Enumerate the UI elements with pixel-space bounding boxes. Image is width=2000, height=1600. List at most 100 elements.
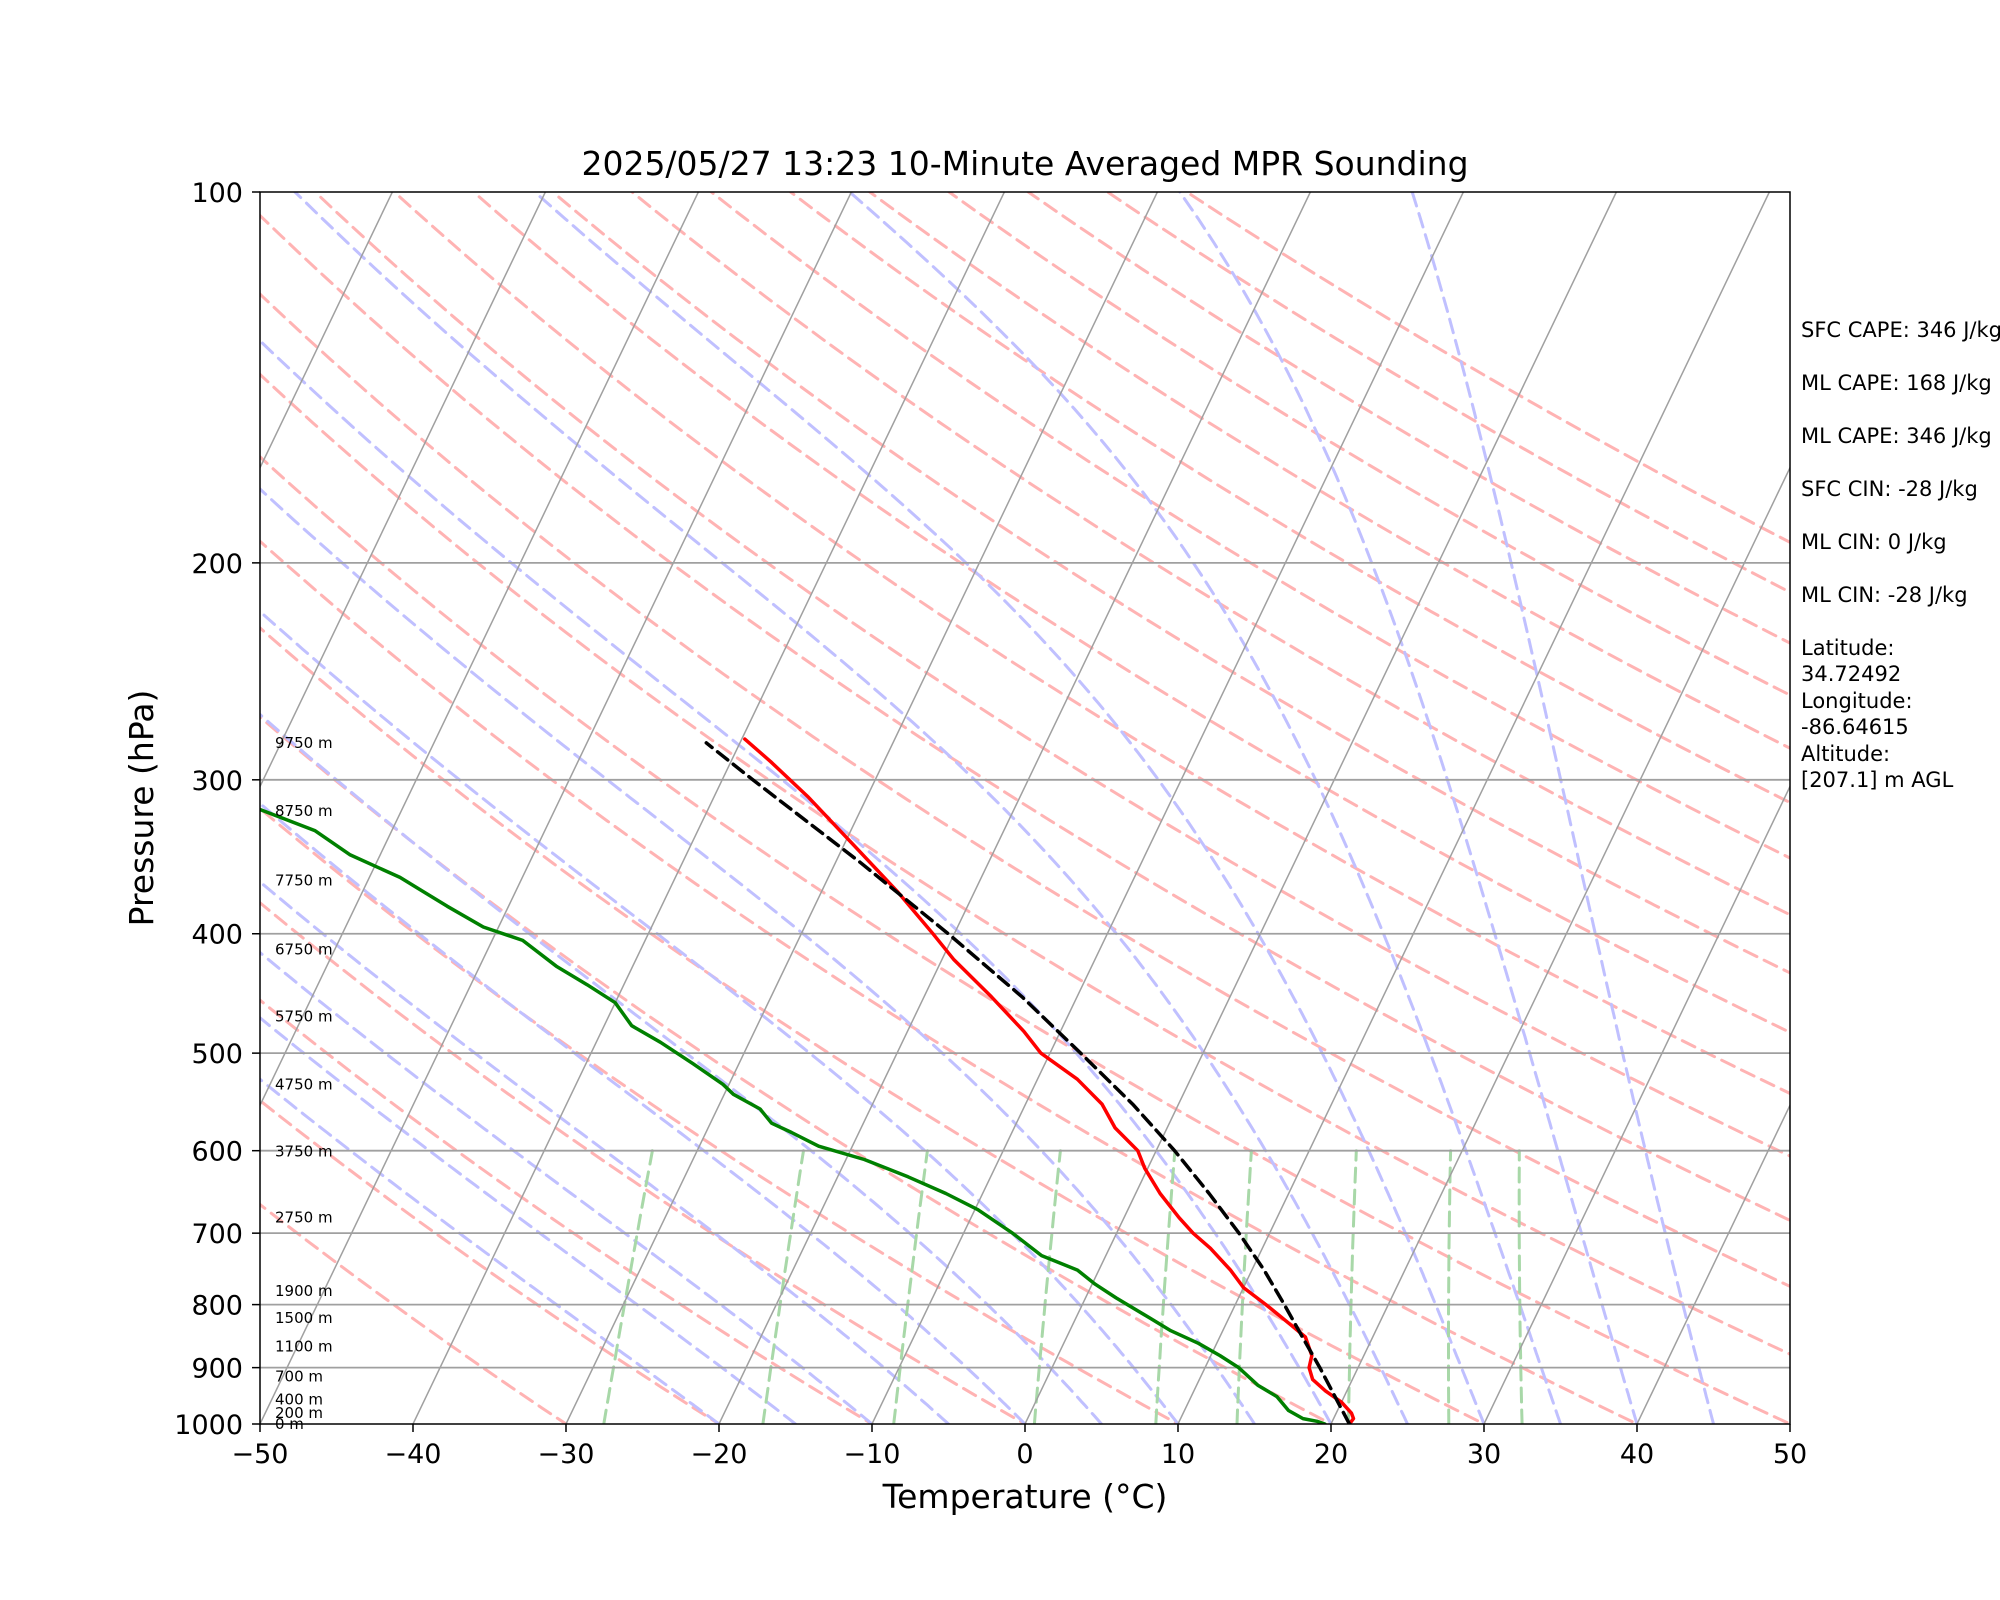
moist-adiabat — [293, 192, 1409, 1424]
parcel-trace — [704, 741, 1352, 1424]
sounding-traces — [260, 737, 1356, 1424]
height-label: 1100 m — [275, 1337, 333, 1355]
y-tick-label: 1000 — [174, 1410, 243, 1441]
y-tick-label: 700 — [191, 1219, 243, 1250]
x-tick-label: 10 — [1161, 1439, 1195, 1470]
y-tick-label: 800 — [191, 1291, 243, 1322]
x-tick-label: −20 — [691, 1439, 748, 1470]
height-label: 9750 m — [275, 734, 333, 752]
x-tick-label: −30 — [538, 1439, 595, 1470]
moist-adiabat — [260, 801, 1027, 1424]
height-labels: 9750 m 8750 m 7750 m 6750 m 5750 m 4750 m 3750… — [275, 734, 333, 1433]
dry-adiabat — [260, 292, 1790, 1289]
background-lines — [260, 192, 1790, 1424]
height-label: 5750 m — [275, 1008, 333, 1026]
parameter-annotation: SFC CAPE: 346 J/kg — [1801, 318, 2000, 342]
moist-adiabat — [260, 1077, 721, 1424]
x-axis-label: Temperature (°C) — [882, 1477, 1168, 1516]
parameter-annotation: -86.64615 — [1801, 715, 1909, 739]
sounding-parameters: SFC CAPE: 346 J/kg ML CAPE: 168 J/kg ML CA… — [1801, 318, 2000, 792]
mixing-ratio-line — [1032, 1149, 1062, 1424]
dewpoint-trace — [260, 807, 1327, 1424]
height-label: 1500 m — [275, 1309, 333, 1327]
dry-adiabat — [260, 539, 1641, 1424]
x-tick-label: 30 — [1467, 1439, 1501, 1470]
height-label: 8750 m — [275, 802, 333, 820]
y-tick-label: 900 — [191, 1354, 243, 1385]
moist-adiabat — [260, 338, 1333, 1424]
x-tick-label: 40 — [1620, 1439, 1654, 1470]
y-tick-label: 400 — [191, 920, 243, 951]
dry-adiabat — [868, 192, 1790, 750]
x-tick-label: 0 — [1016, 1439, 1033, 1470]
mixing-ratio-line — [1154, 1149, 1177, 1424]
temperature-trace — [743, 737, 1356, 1424]
x-tick-label: −10 — [844, 1439, 901, 1470]
dry-adiabat — [472, 192, 1790, 1035]
moist-adiabat — [260, 950, 874, 1424]
dry-adiabat — [260, 213, 1790, 1223]
height-label: 700 m — [275, 1367, 323, 1385]
x-tick-label: 50 — [1773, 1439, 1807, 1470]
isotherm-line — [1024, 192, 1618, 1424]
parameter-annotation: [207.1] m AGL — [1801, 768, 1954, 792]
isotherm-line — [1483, 784, 1790, 1424]
dry-adiabat — [260, 1202, 569, 1424]
parameter-annotation: 34.72492 — [1801, 662, 1901, 686]
y-tick-label: 200 — [191, 549, 243, 580]
parameter-annotation: Latitude: — [1801, 636, 1895, 660]
dry-adiabat — [551, 192, 1790, 975]
y-tick-label: 600 — [191, 1137, 243, 1168]
x-axis: −50 −40 −30 −20 −10 0 10 20 30 40 50 — [232, 1424, 1807, 1470]
y-tick-label: 300 — [191, 766, 243, 797]
y-axis-label: Pressure (hPa) — [122, 690, 161, 927]
mixing-ratio-line — [602, 1149, 654, 1424]
x-tick-label: −40 — [385, 1439, 442, 1470]
isotherm-line — [260, 192, 547, 789]
mixing-ratio-line — [892, 1149, 929, 1424]
moist-adiabat — [1178, 192, 1639, 1424]
mixing-ratio-line — [1447, 1149, 1453, 1424]
isotherm-line — [565, 192, 1159, 1424]
x-tick-label: −50 — [232, 1439, 289, 1470]
isotherm-line — [1636, 1103, 1790, 1424]
parameter-annotation: ML CIN: -28 J/kg — [1801, 583, 1968, 607]
mixing-ratio-line — [761, 1149, 805, 1424]
isotherm-line — [260, 192, 853, 1424]
moist-adiabat — [848, 192, 1562, 1424]
mixing-ratio-line — [1347, 1149, 1358, 1424]
dry-adiabat — [392, 192, 1790, 1096]
dry-adiabat — [947, 192, 1790, 697]
y-tick-label: 100 — [191, 178, 243, 209]
isotherm-line — [871, 192, 1465, 1424]
dry-adiabat — [1185, 192, 1790, 545]
isotherm-line — [260, 192, 394, 470]
moist-adiabat — [260, 879, 950, 1424]
parameter-annotation: Altitude: — [1801, 742, 1890, 766]
parameter-annotation: ML CIN: 0 J/kg — [1801, 530, 1947, 554]
plot-area — [260, 192, 1790, 1424]
isotherm-line — [260, 192, 700, 1107]
parameter-annotation: SFC CIN: -28 J/kg — [1801, 477, 1978, 501]
isotherm-line — [1330, 466, 1790, 1424]
height-label: 200 m — [275, 1404, 323, 1422]
isotherm-line — [412, 192, 1006, 1424]
height-label: 0 m — [275, 1415, 304, 1433]
height-label: 4750 m — [275, 1075, 333, 1093]
dry-adiabat — [789, 192, 1790, 805]
dry-adiabat — [1026, 192, 1790, 645]
y-tick-label: 500 — [191, 1039, 243, 1070]
height-label: 7750 m — [275, 871, 333, 889]
parameter-annotation: ML CAPE: 168 J/kg — [1801, 371, 1992, 395]
dry-adiabat — [260, 625, 1488, 1424]
mixing-ratio-line — [1517, 1149, 1524, 1424]
parameter-annotation: ML CAPE: 346 J/kg — [1801, 424, 1992, 448]
height-label: 2750 m — [275, 1209, 333, 1227]
x-tick-label: 20 — [1314, 1439, 1348, 1470]
height-label: 1900 m — [275, 1282, 333, 1300]
dry-adiabat — [630, 192, 1790, 917]
dry-adiabat — [260, 1098, 722, 1424]
dry-adiabat — [260, 806, 1182, 1424]
isotherm-line — [1177, 192, 1771, 1424]
